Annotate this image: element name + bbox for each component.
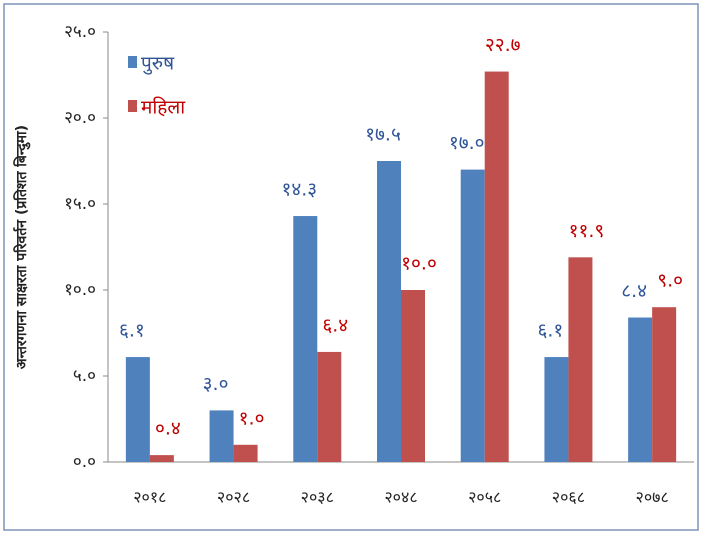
value-label: १७.५ xyxy=(365,124,401,146)
x-tick-label: २०२८ xyxy=(217,488,250,507)
y-tick-label: ५.० xyxy=(73,366,96,386)
x-tick-label: २०४८ xyxy=(384,488,417,507)
y-tick-label: ०.० xyxy=(73,452,96,472)
bar xyxy=(125,357,150,462)
bar xyxy=(209,410,234,462)
value-label: १.० xyxy=(239,407,265,429)
legend-swatch xyxy=(128,56,137,68)
legend-swatch xyxy=(128,100,137,112)
bar xyxy=(568,257,593,462)
chart-border xyxy=(3,3,699,531)
value-label: ६.४ xyxy=(322,314,348,336)
bar xyxy=(149,455,174,462)
bar xyxy=(233,444,258,462)
value-label: ८.४ xyxy=(621,280,647,302)
x-tick-label: २०३८ xyxy=(301,488,334,507)
bar xyxy=(484,71,509,462)
y-axis-label: अन्तरगणना साक्षरता परिवर्तन (प्रतिशत बिन… xyxy=(13,125,31,369)
y-tick-label: २०.० xyxy=(64,108,96,128)
value-label: १७.० xyxy=(449,132,485,154)
value-label: ३.० xyxy=(203,373,229,395)
bar xyxy=(544,357,569,462)
value-label: १४.३ xyxy=(281,179,317,201)
value-label: ६.१ xyxy=(119,320,145,342)
value-label: ०.४ xyxy=(155,418,181,440)
bar xyxy=(401,290,425,462)
y-tick-label: १०.० xyxy=(64,280,96,300)
x-tick-label: २०७८ xyxy=(636,488,669,507)
value-label: ६.१ xyxy=(538,320,564,342)
x-tick-label: २०५८ xyxy=(468,488,501,507)
value-label: ११.९ xyxy=(569,220,605,242)
bar xyxy=(317,351,342,462)
legend-label: पुरुष xyxy=(141,53,175,76)
x-tick-label: २०६८ xyxy=(552,488,585,507)
y-tick-label: १५.० xyxy=(64,194,96,214)
value-label: १०.० xyxy=(401,253,437,275)
bar xyxy=(628,317,653,462)
bar xyxy=(460,169,485,462)
x-tick-label: २०१८ xyxy=(133,488,166,507)
bar xyxy=(652,307,677,462)
bar xyxy=(377,161,401,462)
legend-label: महिला xyxy=(141,96,186,119)
bar xyxy=(293,216,318,462)
value-label: ९.० xyxy=(657,270,683,292)
y-tick-label: २५.० xyxy=(64,22,96,42)
value-label: २२.७ xyxy=(485,34,521,56)
